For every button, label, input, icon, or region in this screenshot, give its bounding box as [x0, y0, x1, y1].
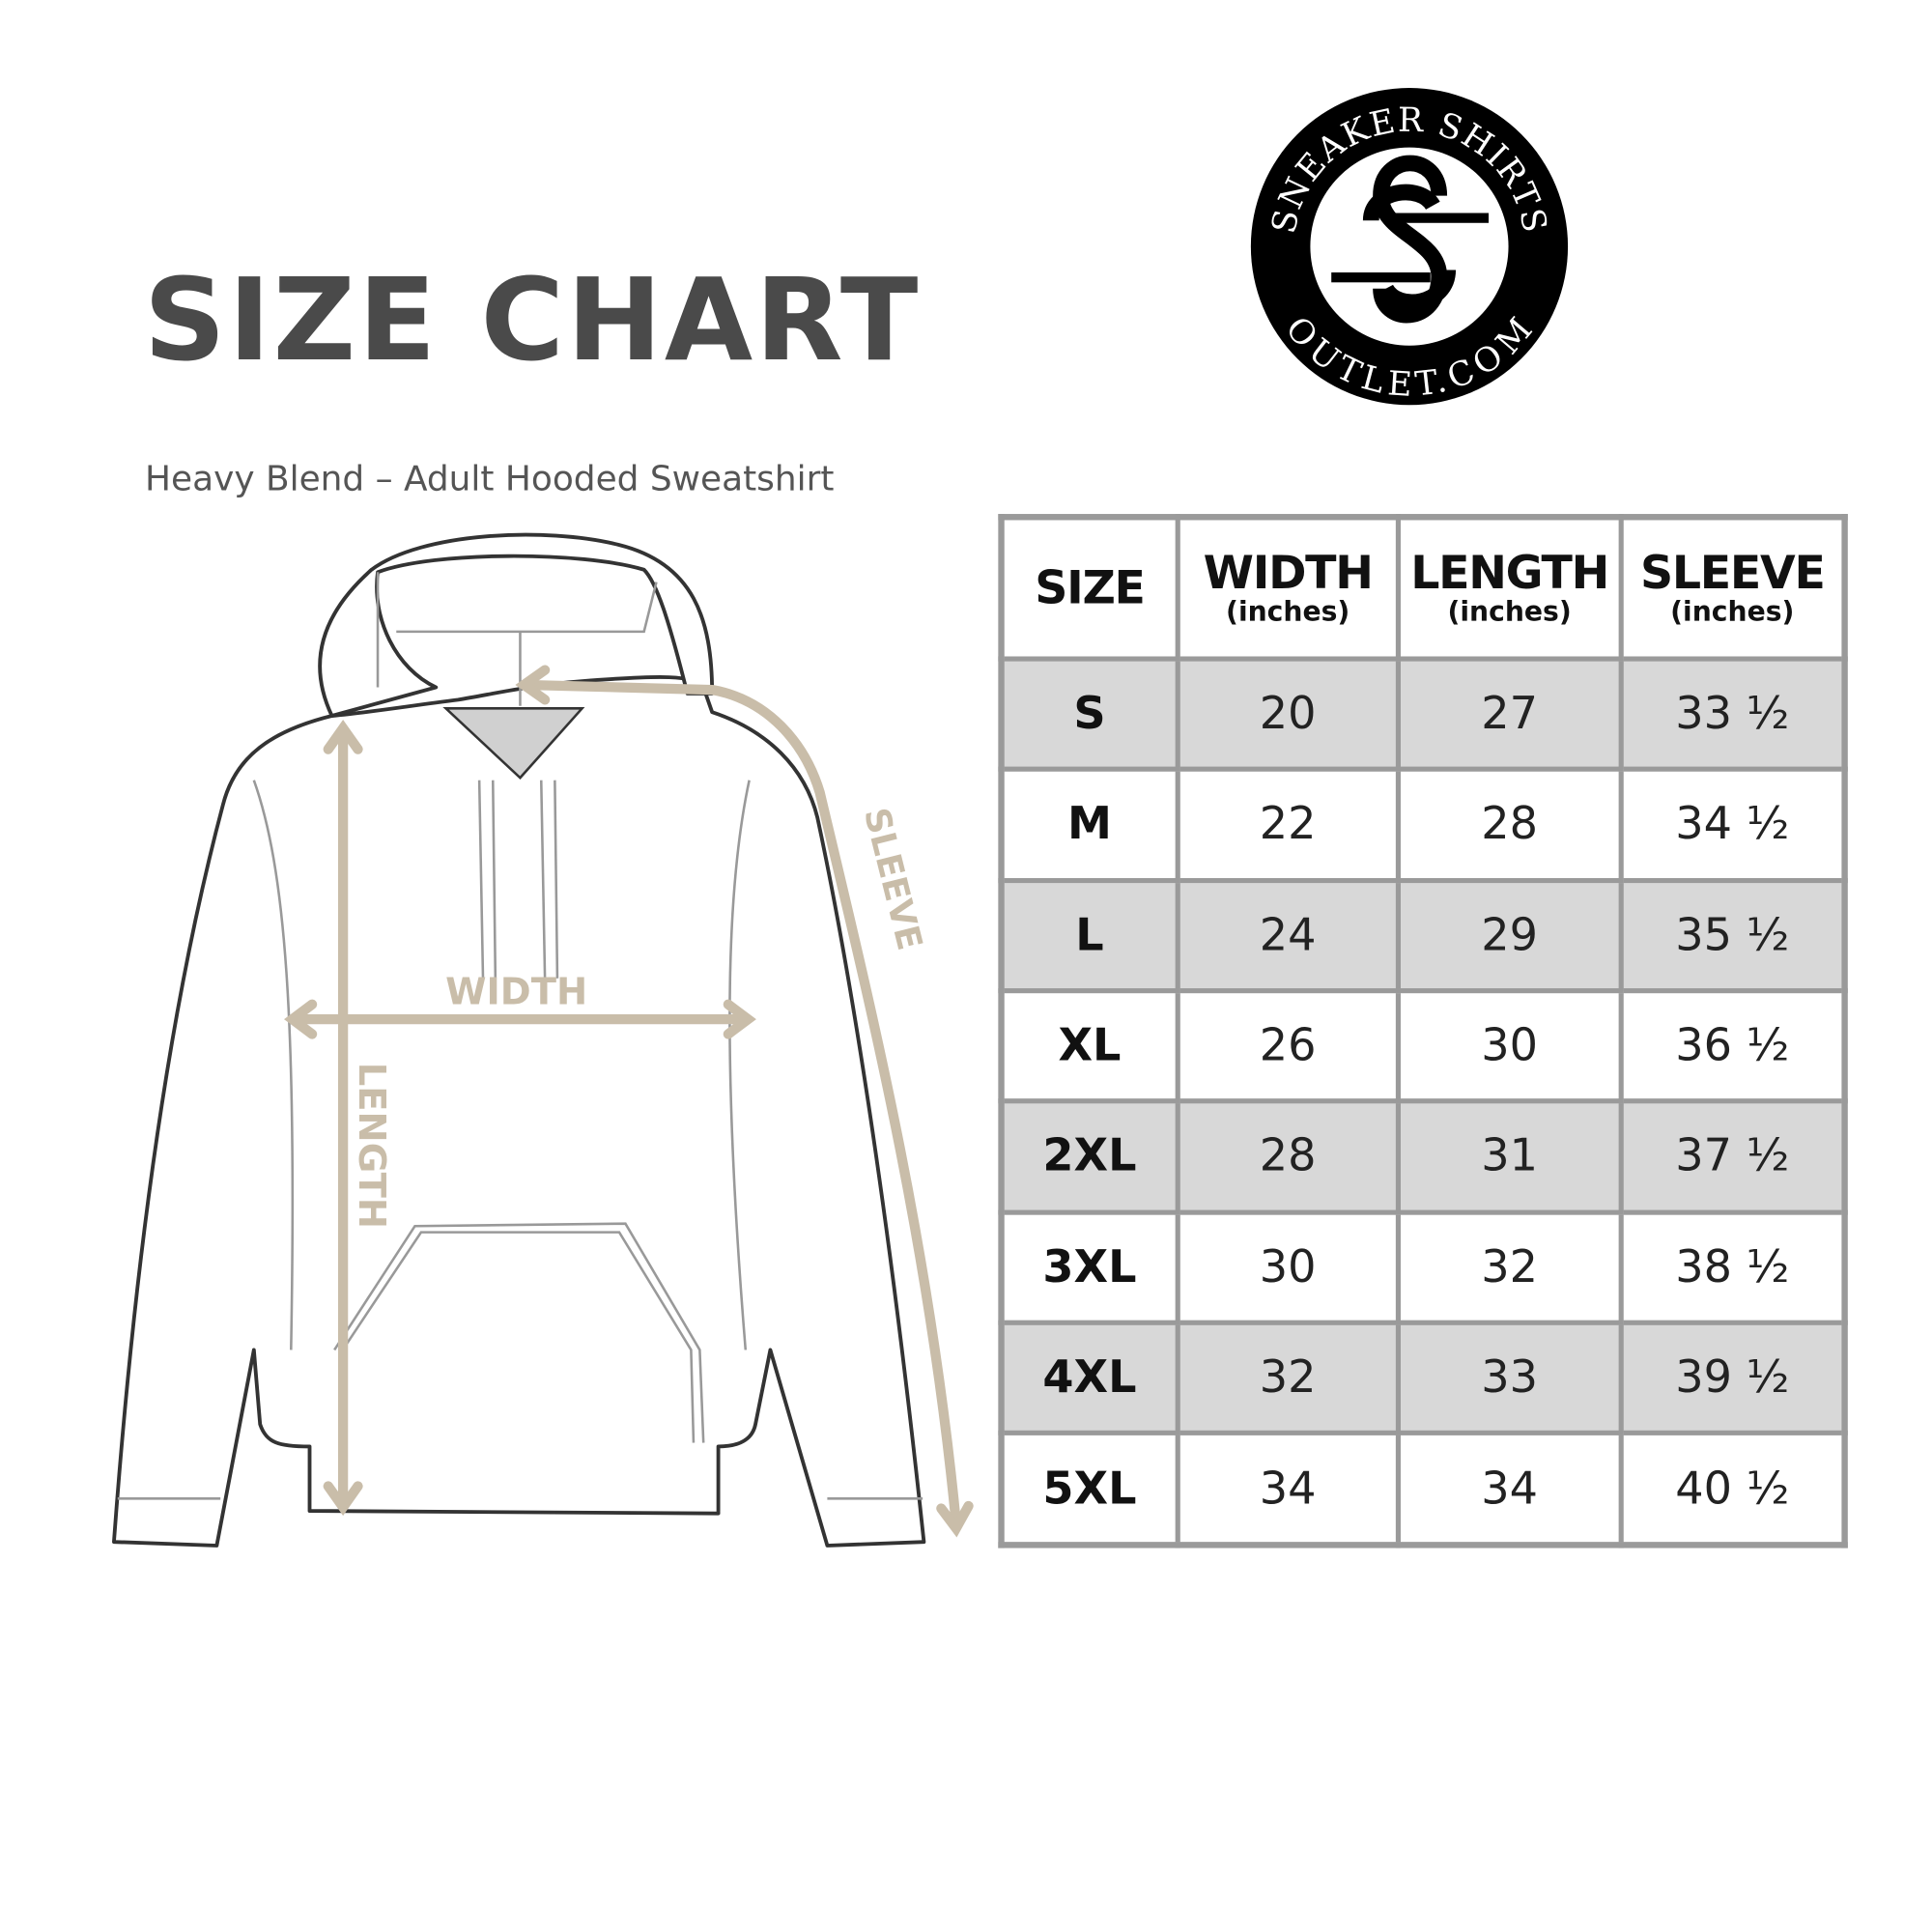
width-cell: 24 [1175, 877, 1402, 994]
size-cell: 5XL [998, 1430, 1180, 1548]
page-title: SIZE CHART [143, 253, 921, 386]
length-cell: 34 [1396, 1430, 1624, 1548]
hoodie-body [112, 674, 926, 1548]
width-cell: 32 [1175, 1320, 1402, 1436]
width-cell: 34 [1175, 1430, 1402, 1548]
size-table: SIZE WIDTH (inches) LENGTH (inches) SLEEVE… [998, 514, 1848, 1548]
length-cell: 33 [1396, 1320, 1624, 1436]
sleeve-cell: 36 ½ [1618, 987, 1848, 1104]
column-header-size: SIZE [998, 514, 1180, 662]
size-cell: M [998, 766, 1180, 883]
brand-logo: SNEAKER SHIRTS OUTLET.COM [1250, 88, 1569, 406]
size-cell: L [998, 877, 1180, 994]
width-cell: 28 [1175, 1098, 1402, 1215]
length-cell: 30 [1396, 987, 1624, 1104]
size-cell: XL [998, 987, 1180, 1104]
table-row: S 20 27 33 ½ [998, 656, 1848, 773]
width-label: WIDTH [445, 971, 587, 1014]
column-header-length: LENGTH (inches) [1396, 514, 1624, 662]
width-cell: 30 [1175, 1208, 1402, 1325]
table-row: XL 26 30 36 ½ [998, 987, 1848, 1104]
neck-gap [442, 707, 585, 780]
sleeve-cell: 38 ½ [1618, 1208, 1848, 1325]
hoodie-diagram: WIDTH LENGTH SLEEVE [112, 532, 974, 1548]
product-subtitle: Heavy Blend – Adult Hooded Sweatshirt [144, 458, 835, 499]
length-label: LENGTH [350, 1063, 393, 1229]
size-cell: S [998, 656, 1180, 773]
length-cell: 29 [1396, 877, 1624, 994]
width-cell: 20 [1175, 656, 1402, 773]
sleeve-cell: 40 ½ [1618, 1430, 1848, 1548]
width-cell: 22 [1175, 766, 1402, 883]
sleeve-cell: 37 ½ [1618, 1098, 1848, 1215]
sleeve-arrow [521, 679, 961, 1529]
table-row: 5XL 34 34 40 ½ [998, 1430, 1848, 1548]
size-cell: 2XL [998, 1098, 1180, 1215]
table-row: 3XL 30 32 38 ½ [998, 1208, 1848, 1325]
size-cell: 4XL [998, 1320, 1180, 1436]
length-cell: 28 [1396, 766, 1624, 883]
sleeve-cell: 39 ½ [1618, 1320, 1848, 1436]
sleeve-cell: 35 ½ [1618, 877, 1848, 994]
sleeve-label: SLEEVE [856, 804, 929, 953]
column-header-sleeve: SLEEVE (inches) [1618, 514, 1848, 662]
table-row: 2XL 28 31 37 ½ [998, 1098, 1848, 1215]
length-cell: 31 [1396, 1098, 1624, 1215]
table-row: 4XL 32 33 39 ½ [998, 1320, 1848, 1436]
size-cell: 3XL [998, 1208, 1180, 1325]
width-cell: 26 [1175, 987, 1402, 1104]
sleeve-cell: 34 ½ [1618, 766, 1848, 883]
table-row: M 22 28 34 ½ [998, 766, 1848, 883]
table-header-row: SIZE WIDTH (inches) LENGTH (inches) SLEEVE… [998, 514, 1848, 662]
length-cell: 27 [1396, 656, 1624, 773]
length-cell: 32 [1396, 1208, 1624, 1325]
column-header-width: WIDTH (inches) [1175, 514, 1402, 662]
sleeve-cell: 33 ½ [1618, 656, 1848, 773]
table-row: L 24 29 35 ½ [998, 877, 1848, 994]
